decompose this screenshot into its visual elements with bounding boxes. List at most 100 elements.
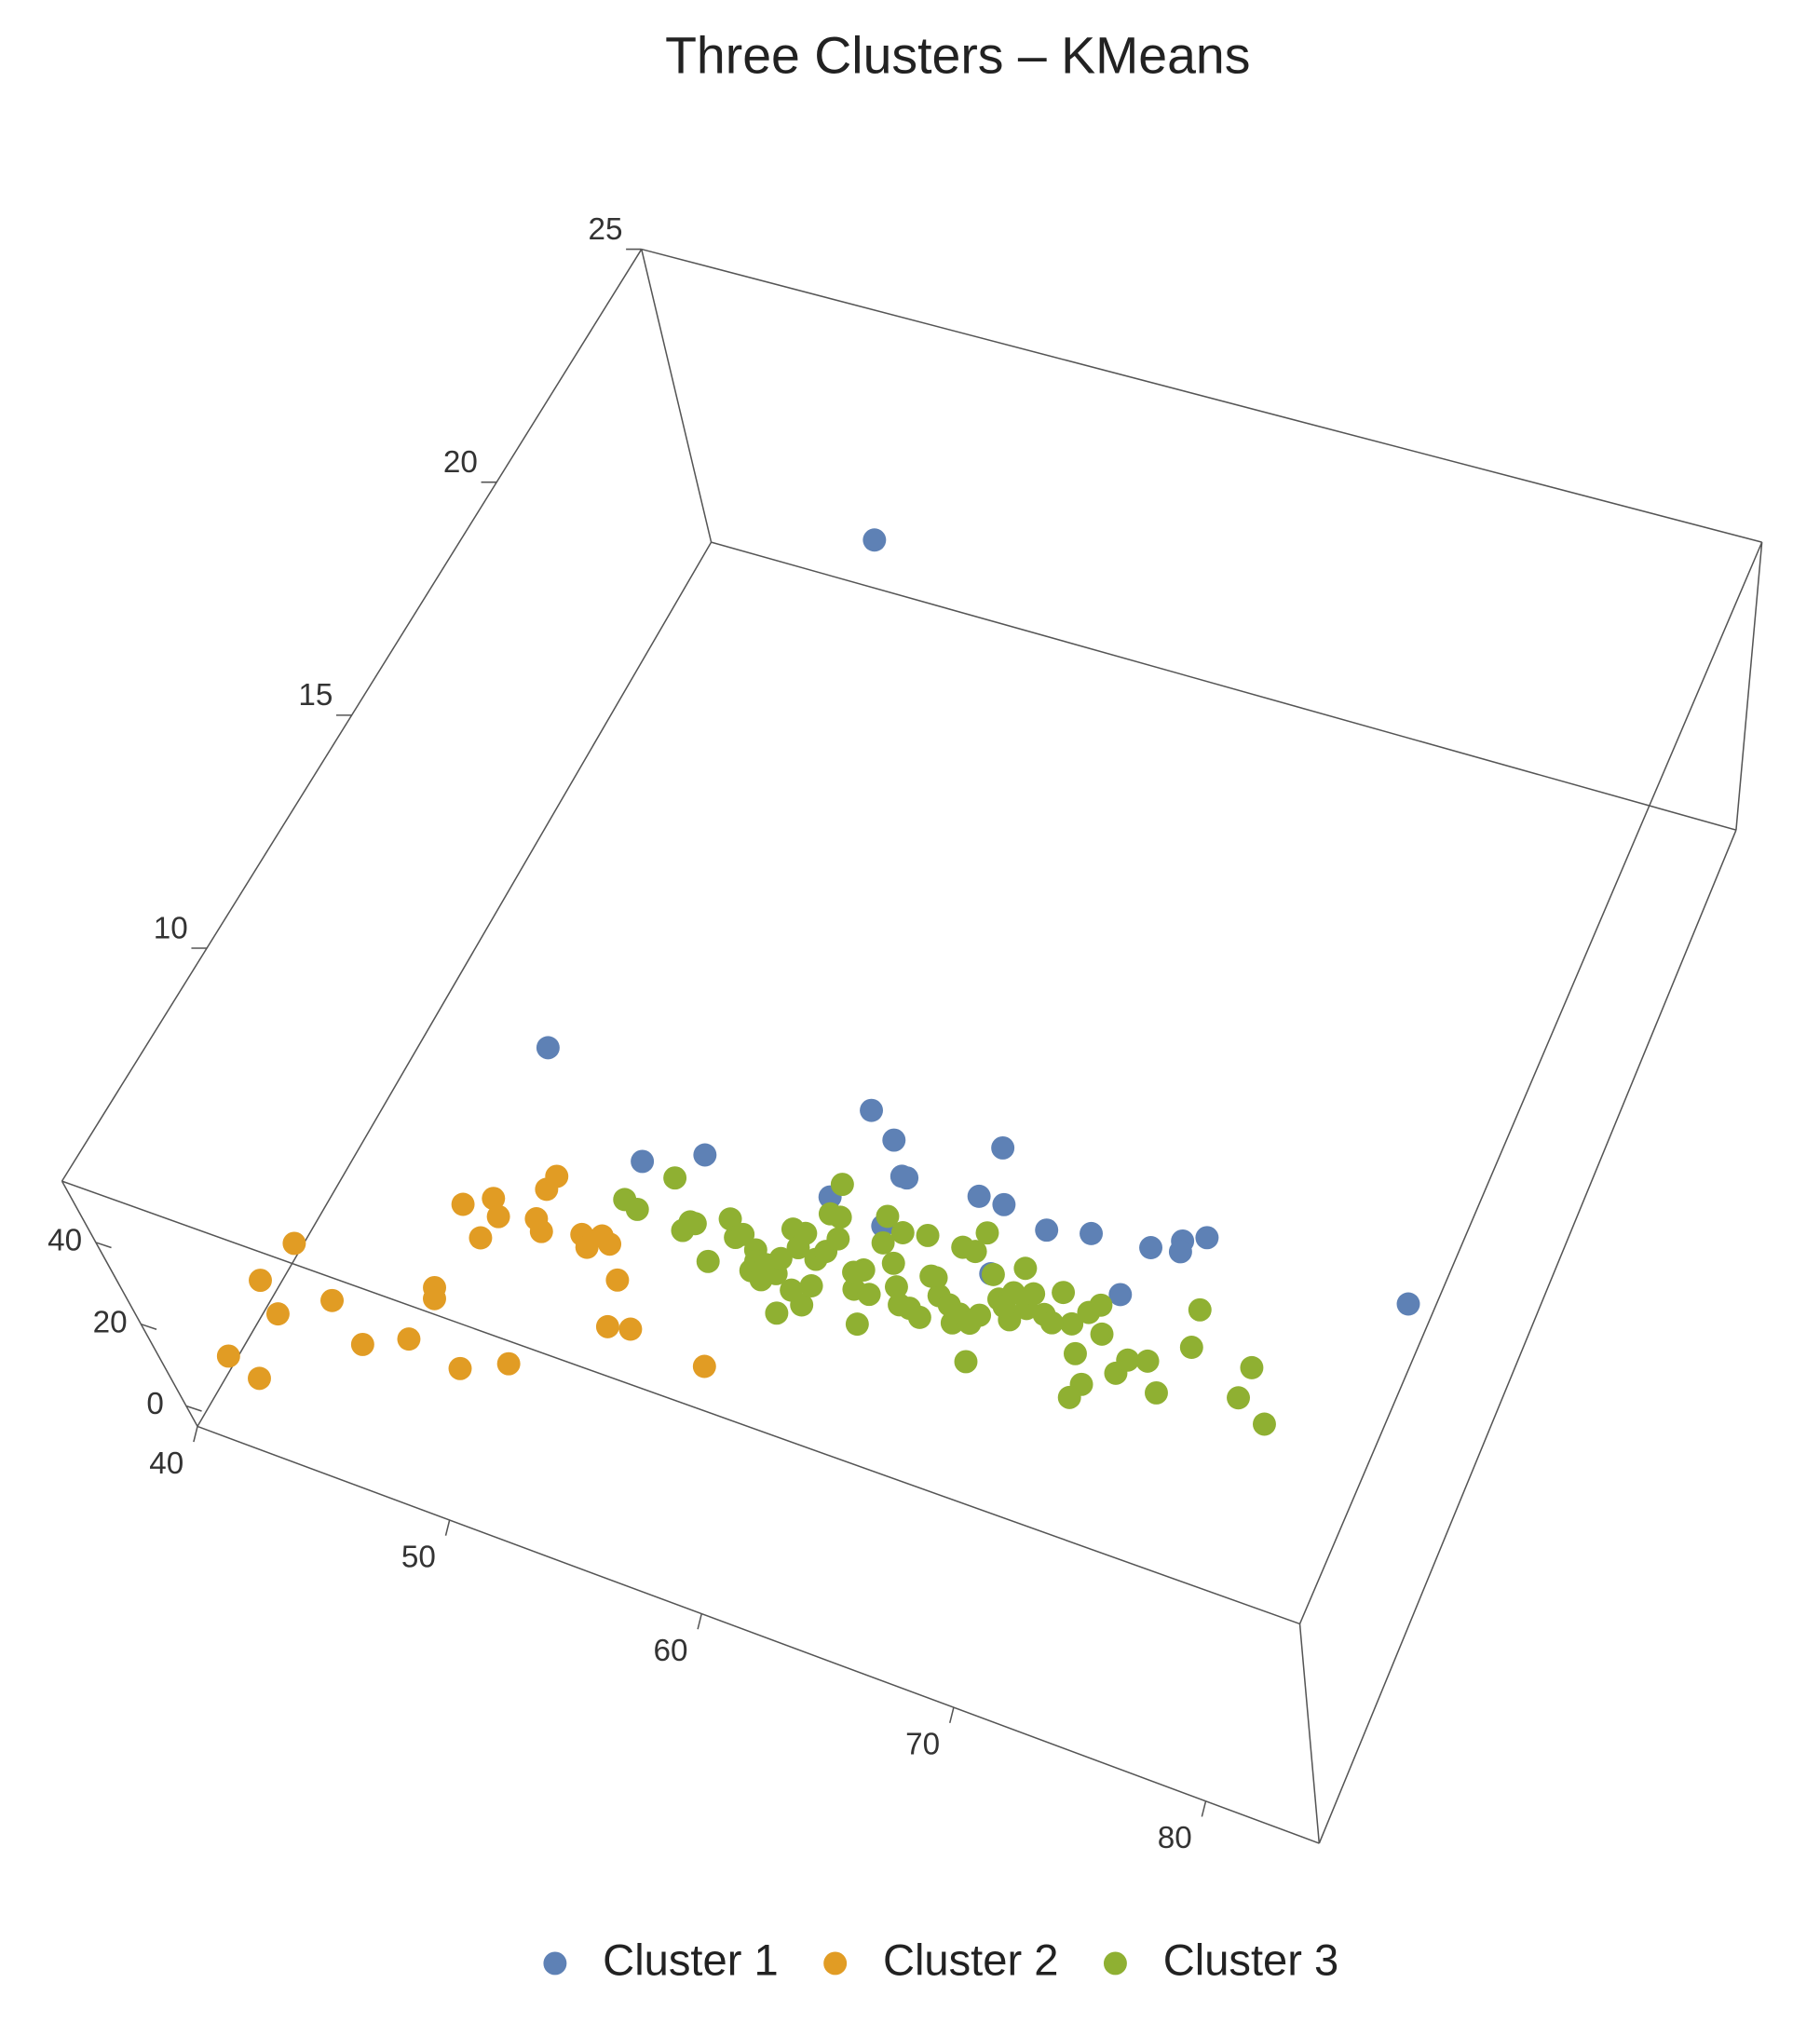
- data-point: [954, 1350, 978, 1374]
- box-edge: [1318, 829, 1737, 1844]
- data-point: [631, 1149, 655, 1174]
- tick-mark: [949, 1706, 955, 1723]
- data-point: [1063, 1341, 1087, 1365]
- data-point: [678, 1210, 702, 1234]
- data-point: [882, 1128, 906, 1152]
- tick-label: 20: [93, 1305, 128, 1339]
- tick-mark: [95, 1242, 112, 1249]
- data-point: [1116, 1348, 1140, 1372]
- data-point: [975, 1221, 999, 1245]
- box-edge: [1735, 542, 1763, 831]
- data-point: [1168, 1240, 1192, 1264]
- data-point: [618, 1317, 643, 1341]
- data-point: [216, 1344, 240, 1368]
- legend-label: Cluster 2: [883, 1935, 1059, 1984]
- data-point: [1195, 1226, 1219, 1250]
- data-point: [828, 1205, 852, 1229]
- data-point: [992, 1295, 1016, 1319]
- data-point: [857, 1283, 881, 1307]
- box-edge: [1298, 541, 1763, 1624]
- data-point: [718, 1207, 742, 1231]
- legend-marker: [543, 1951, 567, 1976]
- data-point: [1035, 1218, 1059, 1243]
- box-edge: [61, 1180, 198, 1427]
- data-point: [1052, 1281, 1076, 1305]
- tick-label: 20: [443, 445, 478, 480]
- data-point: [1139, 1236, 1163, 1260]
- data-point: [1227, 1386, 1250, 1410]
- data-point: [1089, 1293, 1113, 1317]
- data-point: [958, 1311, 982, 1336]
- data-point: [536, 1036, 560, 1060]
- tick-label: 80: [1158, 1821, 1192, 1855]
- data-point: [1188, 1297, 1212, 1322]
- data-point: [765, 1301, 789, 1325]
- box-edge: [711, 541, 1737, 831]
- tick-label: 60: [654, 1634, 688, 1668]
- data-point: [1022, 1282, 1046, 1306]
- data-point: [919, 1264, 944, 1288]
- data-point: [1057, 1385, 1081, 1409]
- data-point: [1013, 1256, 1038, 1281]
- data-point: [992, 1192, 1016, 1216]
- data-point: [1090, 1322, 1114, 1346]
- box-edge: [641, 248, 1762, 543]
- data-point: [1060, 1311, 1084, 1336]
- data-point: [876, 1204, 900, 1229]
- data-point: [749, 1268, 773, 1292]
- tick-mark: [1201, 1800, 1207, 1817]
- tick-label: 70: [905, 1728, 940, 1762]
- data-point: [888, 1293, 912, 1317]
- data-point: [423, 1286, 446, 1310]
- legend-marker: [823, 1951, 848, 1976]
- data-point: [482, 1187, 506, 1211]
- data-point: [1135, 1349, 1160, 1373]
- data-point: [895, 1166, 919, 1190]
- data-point: [862, 528, 887, 552]
- data-point: [693, 1143, 717, 1167]
- tick-mark: [697, 1613, 703, 1630]
- tick-mark: [193, 1426, 198, 1443]
- data-point: [860, 1098, 884, 1122]
- data-point: [890, 1220, 915, 1244]
- data-point: [692, 1354, 716, 1378]
- data-point: [981, 1262, 1005, 1286]
- data-point: [794, 1221, 818, 1245]
- data-point: [320, 1288, 345, 1312]
- data-point: [1396, 1292, 1420, 1316]
- data-point: [1240, 1355, 1264, 1379]
- data-point: [248, 1366, 271, 1391]
- box-edge: [197, 1425, 1320, 1844]
- box-edge: [1298, 1623, 1321, 1844]
- data-point: [830, 1173, 854, 1197]
- data-point: [598, 1232, 622, 1256]
- data-point: [605, 1268, 630, 1292]
- tick-label: 10: [154, 911, 188, 945]
- data-point: [1252, 1412, 1276, 1436]
- data-point: [545, 1164, 569, 1188]
- data-point: [916, 1223, 940, 1247]
- data-point: [991, 1135, 1015, 1160]
- chart-title: Three Clusters – KMeans: [665, 26, 1250, 84]
- data-point: [881, 1251, 905, 1275]
- data-point: [1039, 1310, 1064, 1335]
- data-point: [282, 1231, 306, 1256]
- box-edge: [61, 1180, 1300, 1625]
- legend-marker: [1103, 1951, 1127, 1976]
- data-point: [486, 1204, 510, 1229]
- data-point: [1108, 1283, 1133, 1307]
- tick-mark: [444, 1519, 451, 1536]
- data-point: [799, 1274, 823, 1297]
- data-point: [1080, 1221, 1104, 1245]
- data-point: [842, 1260, 866, 1284]
- tick-mark: [185, 1405, 202, 1412]
- data-point: [963, 1240, 987, 1264]
- data-point: [967, 1184, 991, 1208]
- data-point: [871, 1230, 895, 1255]
- data-point: [907, 1305, 931, 1329]
- data-point: [448, 1356, 472, 1380]
- data-point: [663, 1166, 687, 1190]
- data-point: [696, 1249, 720, 1273]
